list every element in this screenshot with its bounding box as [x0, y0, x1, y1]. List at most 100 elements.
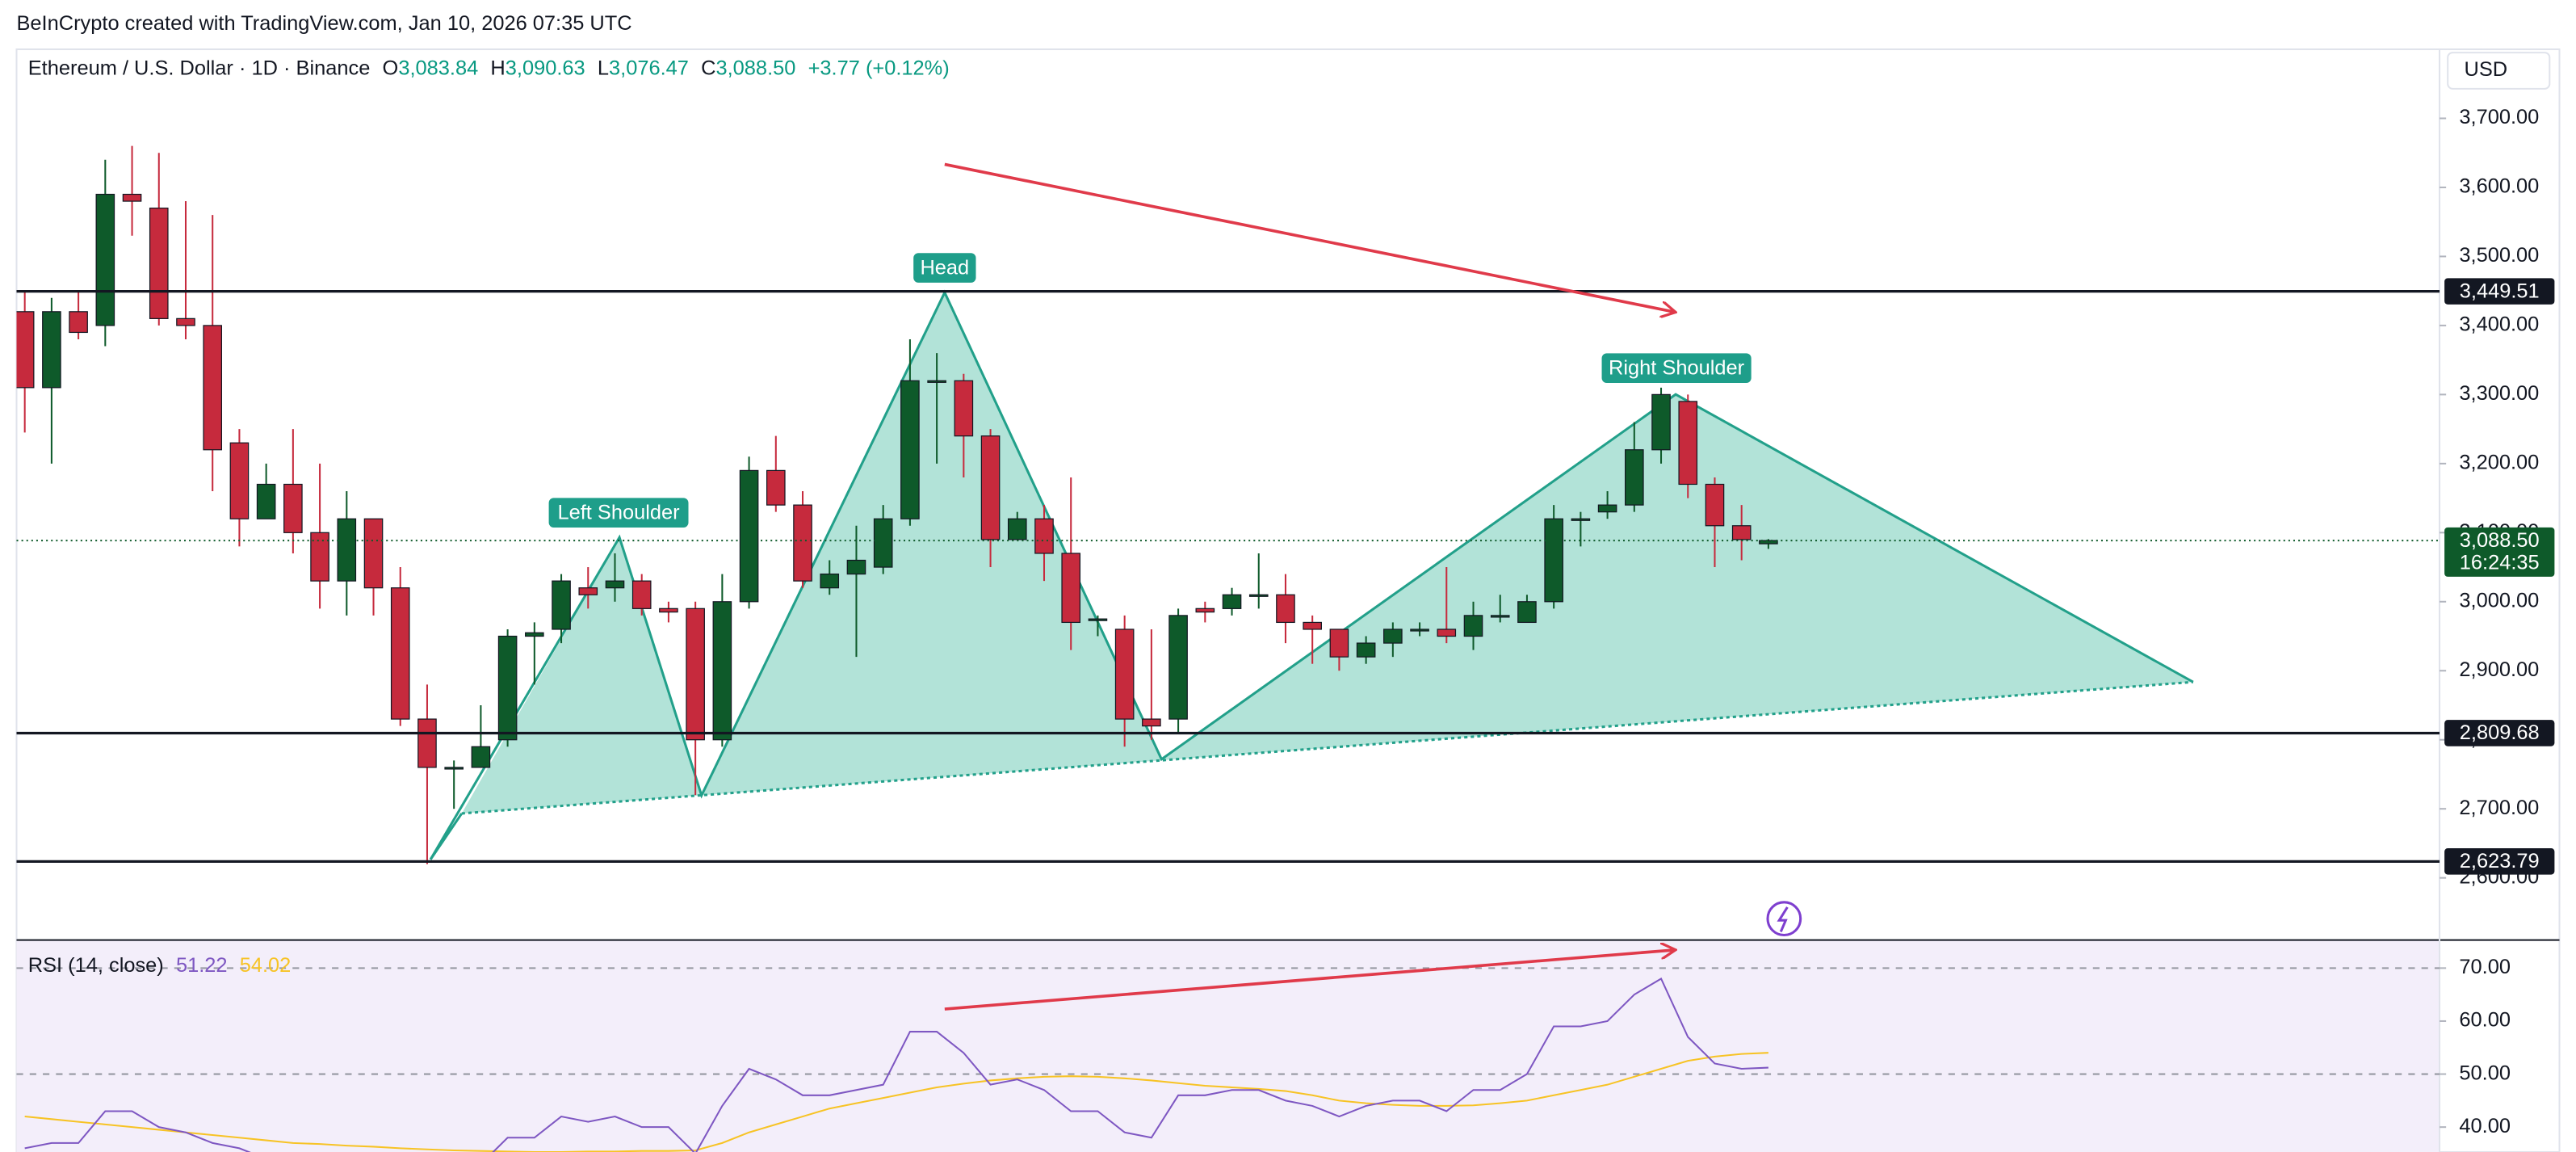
y-tick-label: 2,900.00 — [2459, 658, 2539, 681]
ohlc-key: C — [701, 57, 715, 79]
candle-body — [954, 380, 974, 437]
candle-body — [1437, 629, 1457, 637]
y-tick-label: 3,700.00 — [2459, 106, 2539, 128]
level-label: 2,809.68 — [2460, 721, 2540, 744]
candle-body — [1517, 601, 1537, 624]
candle-body — [417, 718, 437, 768]
candle-body — [1410, 629, 1429, 632]
candle-body — [16, 311, 35, 389]
candle-body — [176, 317, 195, 326]
candle-body — [1276, 594, 1295, 624]
y-tick-label: 50.00 — [2459, 1062, 2511, 1084]
candle-body — [229, 442, 250, 519]
pattern-edge — [429, 813, 464, 860]
ohlc-value: 3,076.47 — [609, 57, 689, 79]
candle-body — [1383, 629, 1403, 644]
candle-body — [686, 608, 705, 741]
annotation-box — [1601, 353, 1752, 383]
candle-body — [1544, 518, 1563, 603]
lightning-icon — [1766, 901, 1802, 937]
ohlc-value: 3,088.50 — [715, 57, 795, 79]
annotation-left: Left Shoulder — [548, 498, 689, 528]
y-tick-label: 40.00 — [2459, 1115, 2511, 1137]
candle-body — [659, 608, 678, 613]
y-tick-label: 3,300.00 — [2459, 382, 2539, 405]
candle-body — [337, 518, 357, 582]
y-tick-label: 3,400.00 — [2459, 313, 2539, 336]
candle-body — [444, 767, 464, 770]
candle-body — [95, 193, 115, 326]
candle-body — [766, 469, 786, 506]
rsi-line — [24, 978, 1768, 1152]
candle-body — [631, 580, 652, 609]
candle-body — [1356, 642, 1376, 658]
currency-button[interactable] — [2447, 52, 2551, 90]
level-label: 2,623.79 — [2460, 850, 2540, 872]
neckline — [461, 680, 2193, 815]
candle-body — [1195, 608, 1215, 613]
candle-body — [203, 325, 223, 451]
rsi-value: 51.22 — [176, 954, 228, 977]
candle-body — [980, 435, 1001, 540]
candle-body — [149, 207, 169, 319]
level-tag — [2444, 720, 2555, 746]
rsi-title: RSI (14, close) — [28, 954, 164, 977]
currency[interactable]: USD — [2465, 58, 2508, 81]
rsi-ma-value: 54.02 — [240, 954, 292, 977]
y-tick-label: 3,500.00 — [2459, 244, 2539, 267]
candle-body — [793, 504, 812, 582]
candle-body — [1007, 518, 1027, 540]
trend-arrow — [944, 162, 1676, 312]
ohlc-value: 3,083.84 — [398, 57, 478, 79]
candle-body — [1142, 718, 1161, 727]
current-price-tag — [2444, 527, 2555, 577]
candle-body — [1651, 393, 1671, 451]
candle-body — [605, 580, 625, 589]
annotation-box — [913, 253, 976, 283]
candles — [16, 145, 1778, 864]
rsi-legend: RSI (14, close) 51.22 54.02 — [28, 954, 292, 977]
candle-body — [1248, 594, 1269, 597]
symbol-title: Ethereum / U.S. Dollar · 1D · Binance — [28, 57, 371, 79]
candle-body — [1168, 615, 1188, 720]
header: BeInCrypto created with TradingView.com,… — [17, 12, 632, 35]
ohlc-value: 3,090.63 — [506, 57, 585, 79]
candle-body — [525, 632, 544, 637]
ohlc-key: O — [383, 57, 399, 79]
level-tag — [2444, 278, 2555, 305]
ohlc-key: H — [490, 57, 505, 79]
symbol-legend: Ethereum / U.S. Dollar · 1D · Binance O3… — [28, 57, 950, 79]
candle-body — [820, 573, 840, 589]
y-tick-label: 60.00 — [2459, 1009, 2511, 1032]
level-label: 3,449.51 — [2460, 280, 2540, 302]
candle-body — [1597, 504, 1617, 513]
candle-body — [1303, 621, 1322, 630]
rsi-line — [24, 1052, 1768, 1152]
candle-body — [1490, 615, 1510, 618]
candle-body — [739, 469, 759, 603]
candle-body — [927, 380, 946, 383]
candle-body — [1759, 540, 1778, 544]
annotation-head: Head — [913, 253, 976, 283]
candle-body — [1571, 518, 1591, 521]
y-tick-label: 70.00 — [2459, 956, 2511, 978]
rsi-arrow — [944, 950, 1676, 1011]
annotation-label: Head — [920, 256, 969, 279]
candle-body — [390, 587, 410, 720]
candle-body — [256, 483, 276, 519]
level-tag — [2444, 848, 2555, 875]
annotation-label: Left Shoulder — [557, 501, 680, 523]
candle-body — [122, 193, 142, 202]
candle-body — [310, 532, 329, 582]
candle-body — [578, 587, 598, 595]
candle-body — [1061, 553, 1081, 624]
rsi-background — [16, 940, 2440, 1152]
annotation-label: Right Shoulder — [1609, 356, 1745, 379]
candle-body — [1463, 615, 1483, 637]
candle-body — [846, 559, 866, 575]
rsi-lines — [24, 978, 1768, 1152]
y-tick-label: 3,200.00 — [2459, 452, 2539, 474]
candle-body — [1731, 525, 1752, 540]
candle-body — [471, 746, 491, 768]
